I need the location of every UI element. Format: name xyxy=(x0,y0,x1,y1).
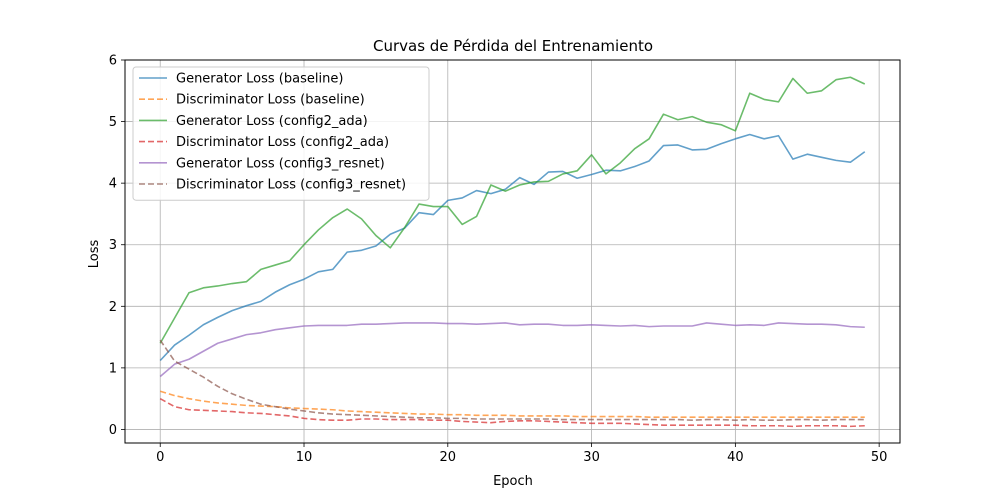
x-axis-label: Epoch xyxy=(493,474,533,489)
x-axis-ticks: 0 10 20 30 40 50 xyxy=(156,443,887,465)
legend-box xyxy=(132,66,430,201)
series-line-5 xyxy=(159,322,865,378)
y-tick-label: 5 xyxy=(109,115,117,130)
y-axis-label: Loss xyxy=(87,240,102,269)
y-tick-label: 0 xyxy=(109,423,117,438)
x-tick-label: 20 xyxy=(440,450,457,465)
x-tick-label: 30 xyxy=(583,450,600,465)
legend-label-3: Generator Loss (config2_ada) xyxy=(176,114,368,129)
legend-label-6: Discriminator Loss (config3_resnet) xyxy=(176,178,406,193)
y-tick-label: 6 xyxy=(109,54,117,69)
y-tick-label: 1 xyxy=(109,361,117,376)
legend-label-1: Generator Loss (baseline) xyxy=(176,72,343,87)
y-axis-ticks: 0 1 2 3 4 5 6 xyxy=(109,54,125,438)
series-line-1 xyxy=(159,133,866,362)
series-line-3 xyxy=(159,76,866,344)
legend-label-4: Discriminator Loss (config2_ada) xyxy=(176,135,389,150)
series-line-4 xyxy=(159,397,865,428)
plot-frame xyxy=(124,59,901,444)
legend-label-5: Generator Loss (config3_resnet) xyxy=(176,156,385,171)
x-tick-label: 40 xyxy=(727,450,744,465)
x-tick-label: 50 xyxy=(871,450,888,465)
series-line-6 xyxy=(159,339,865,422)
x-tick-label: 0 xyxy=(156,450,164,465)
legend-label-2: Discriminator Loss (baseline) xyxy=(176,93,365,108)
y-tick-label: 4 xyxy=(109,177,117,192)
y-tick-label: 2 xyxy=(109,300,117,315)
chart-title: Curvas de Pérdida del Entrenamiento xyxy=(373,37,653,55)
x-tick-label: 10 xyxy=(296,450,313,465)
legend: Generator Loss (baseline) Discriminator L… xyxy=(132,66,430,201)
y-tick-label: 3 xyxy=(109,238,117,253)
series-lines xyxy=(159,76,866,428)
